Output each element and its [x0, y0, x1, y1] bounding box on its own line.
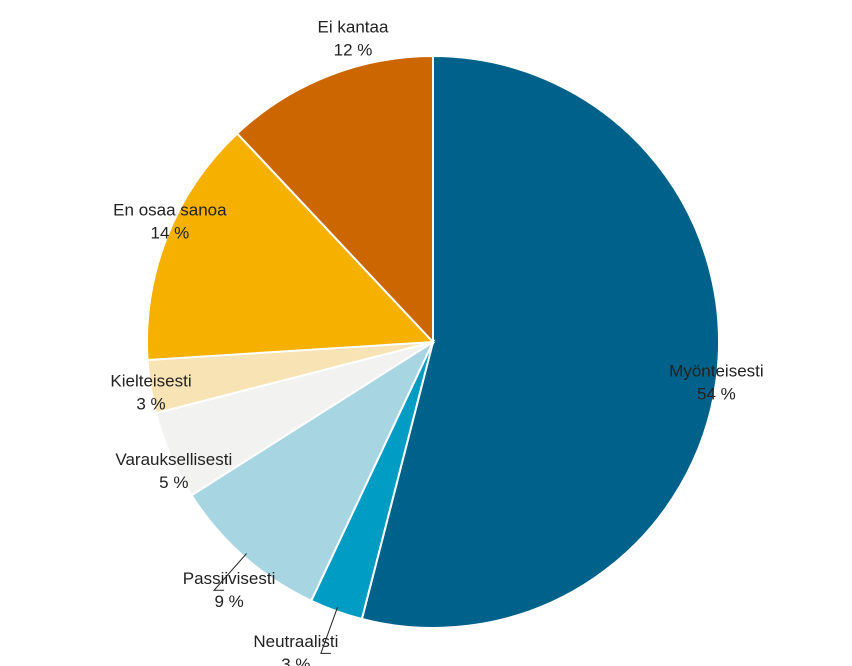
slice-label: Myönteisesti — [669, 361, 763, 380]
pie-slice — [360, 54, 720, 629]
slice-label: Varauksellisesti — [115, 450, 232, 469]
leader-line — [212, 553, 247, 591]
slice-label: En osaa sanoa — [113, 200, 227, 219]
slice-label: Neutraalisti — [253, 632, 338, 651]
slice-label: Passiivisesti — [183, 569, 276, 588]
slice-value-label: 14 % — [151, 223, 190, 242]
slice-label: Ei kantaa — [318, 17, 389, 36]
pie-slice — [235, 54, 434, 345]
slice-value-label: 9 % — [214, 592, 243, 611]
slice-value-label: 12 % — [334, 40, 373, 59]
slice-value-label: 3 % — [136, 394, 165, 413]
slice-value-label: 5 % — [159, 473, 188, 492]
slice-label: Kielteisesti — [110, 371, 191, 390]
slice-value-label: 3 % — [281, 655, 310, 666]
leader-line — [320, 607, 338, 654]
slice-value-label: 54 % — [697, 384, 736, 403]
pie-slice — [146, 132, 436, 362]
